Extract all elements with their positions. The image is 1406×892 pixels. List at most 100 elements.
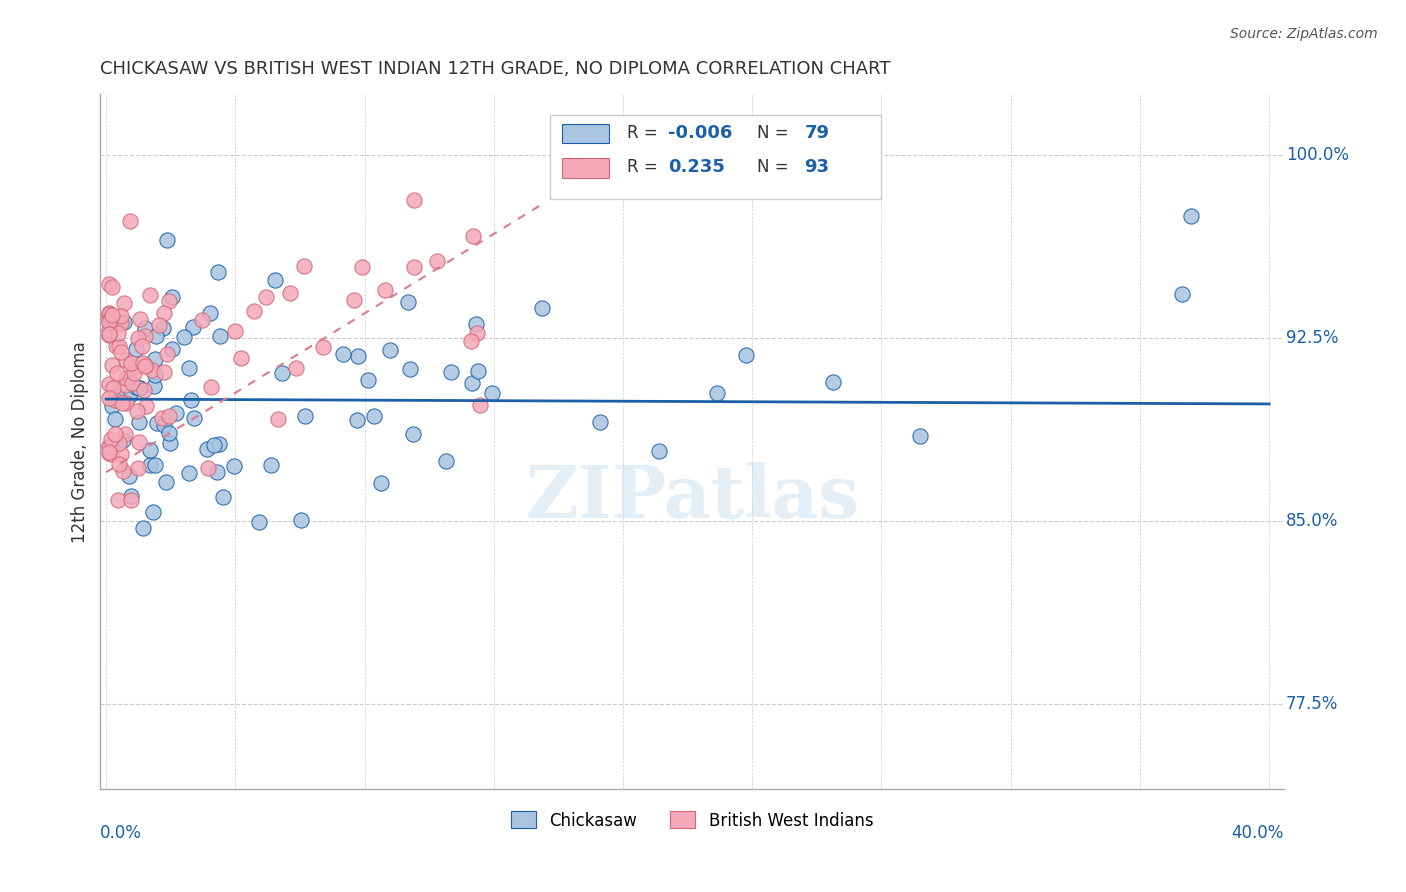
Point bbox=[1180, 209, 1202, 223]
Text: CHICKASAW VS BRITISH WEST INDIAN 12TH GRADE, NO DIPLOMA CORRELATION CHART: CHICKASAW VS BRITISH WEST INDIAN 12TH GR… bbox=[100, 60, 891, 78]
Point bbox=[267, 411, 290, 425]
Point bbox=[243, 303, 266, 318]
Point bbox=[132, 356, 155, 370]
Point bbox=[98, 315, 121, 329]
Point bbox=[98, 446, 121, 460]
Point bbox=[135, 399, 157, 413]
Point bbox=[110, 345, 132, 359]
Point bbox=[162, 290, 184, 304]
Point bbox=[706, 386, 728, 401]
Point bbox=[346, 413, 368, 427]
Point bbox=[278, 286, 301, 301]
Point bbox=[120, 492, 142, 507]
Point bbox=[143, 368, 166, 383]
Point bbox=[114, 427, 136, 442]
Point bbox=[105, 366, 128, 380]
Point bbox=[212, 490, 235, 504]
Text: N =: N = bbox=[756, 124, 794, 142]
Point bbox=[100, 358, 122, 372]
Point bbox=[107, 457, 129, 471]
Point bbox=[224, 324, 246, 338]
Point bbox=[128, 415, 150, 429]
Point bbox=[531, 301, 554, 315]
Point bbox=[399, 362, 422, 376]
Point bbox=[145, 416, 167, 430]
Point bbox=[117, 389, 139, 403]
Point bbox=[98, 440, 121, 454]
Point bbox=[98, 445, 121, 459]
Point bbox=[98, 277, 121, 292]
Text: 0.0%: 0.0% bbox=[100, 823, 142, 842]
Point bbox=[821, 376, 844, 390]
Point bbox=[98, 327, 121, 342]
Text: 77.5%: 77.5% bbox=[1286, 695, 1339, 713]
Point bbox=[197, 461, 219, 475]
Point bbox=[434, 454, 457, 468]
Point bbox=[134, 329, 156, 343]
Point bbox=[98, 307, 121, 321]
Point bbox=[129, 382, 152, 396]
Legend: Chickasaw, British West Indians: Chickasaw, British West Indians bbox=[505, 805, 880, 836]
Point bbox=[143, 458, 166, 472]
Text: 100.0%: 100.0% bbox=[1286, 146, 1348, 164]
Point bbox=[153, 365, 176, 379]
Point bbox=[285, 361, 308, 376]
Point bbox=[165, 406, 187, 420]
Point bbox=[114, 378, 136, 392]
Point bbox=[460, 376, 482, 391]
Point bbox=[108, 339, 131, 353]
Point bbox=[101, 382, 124, 396]
Point bbox=[440, 365, 463, 379]
Point bbox=[346, 349, 368, 363]
Text: 40.0%: 40.0% bbox=[1232, 823, 1284, 842]
Point bbox=[98, 377, 121, 392]
Point bbox=[254, 290, 277, 304]
Point bbox=[127, 461, 149, 475]
Point bbox=[143, 352, 166, 367]
Point bbox=[357, 373, 380, 387]
Point bbox=[177, 361, 200, 376]
Point bbox=[128, 380, 150, 394]
Point bbox=[104, 339, 127, 353]
Point bbox=[207, 436, 229, 450]
Text: 85.0%: 85.0% bbox=[1286, 512, 1339, 530]
Point bbox=[110, 317, 132, 331]
Point bbox=[396, 294, 419, 309]
Point bbox=[122, 366, 145, 380]
Point bbox=[98, 439, 121, 453]
Point bbox=[101, 279, 124, 293]
Point bbox=[205, 465, 228, 479]
Point bbox=[908, 429, 931, 443]
Point bbox=[195, 442, 218, 457]
Point bbox=[98, 309, 121, 323]
Point bbox=[129, 311, 152, 326]
Point bbox=[401, 426, 423, 441]
Point bbox=[481, 385, 503, 400]
Point bbox=[125, 380, 148, 394]
Point bbox=[207, 265, 229, 279]
Point bbox=[127, 404, 149, 418]
Point bbox=[127, 331, 149, 345]
Point bbox=[115, 352, 138, 367]
Point bbox=[141, 363, 163, 377]
Point bbox=[143, 379, 166, 393]
Point bbox=[120, 489, 142, 503]
Point bbox=[294, 409, 316, 424]
Text: Source: ZipAtlas.com: Source: ZipAtlas.com bbox=[1230, 27, 1378, 41]
Point bbox=[100, 311, 122, 326]
Point bbox=[134, 359, 156, 373]
Point bbox=[150, 411, 173, 425]
Point bbox=[247, 516, 270, 530]
Point bbox=[98, 328, 121, 343]
Point bbox=[98, 323, 121, 337]
Point bbox=[294, 260, 316, 274]
Point bbox=[152, 417, 174, 432]
Point bbox=[263, 273, 285, 287]
Text: 92.5%: 92.5% bbox=[1286, 329, 1339, 347]
Y-axis label: 12th Grade, No Diploma: 12th Grade, No Diploma bbox=[72, 341, 89, 542]
Point bbox=[290, 513, 312, 527]
Point bbox=[180, 393, 202, 408]
Point bbox=[124, 359, 146, 374]
Point bbox=[132, 521, 155, 535]
Point bbox=[270, 366, 292, 380]
